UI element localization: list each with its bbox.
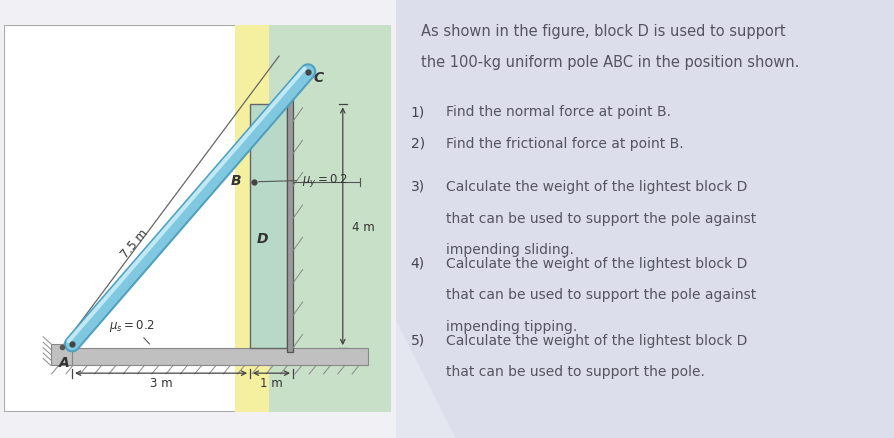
Bar <box>51 344 72 366</box>
Text: Find the normal force at point B.: Find the normal force at point B. <box>445 105 670 119</box>
Text: that can be used to support the pole against: that can be used to support the pole aga… <box>445 288 755 302</box>
Bar <box>249 105 286 348</box>
Bar <box>269 26 391 412</box>
Text: As shown in the figure, block D is used to support: As shown in the figure, block D is used … <box>420 24 784 39</box>
Bar <box>234 26 269 412</box>
Text: Calculate the weight of the lightest block D: Calculate the weight of the lightest blo… <box>445 333 746 347</box>
Text: 4): 4) <box>410 256 425 270</box>
Text: the 100-kg uniform pole ABC in the position shown.: the 100-kg uniform pole ABC in the posit… <box>420 55 798 70</box>
Text: 4 m: 4 m <box>352 220 375 233</box>
Bar <box>286 94 292 352</box>
Text: 1 m: 1 m <box>260 376 283 389</box>
Text: Calculate the weight of the lightest block D: Calculate the weight of the lightest blo… <box>445 180 746 194</box>
Polygon shape <box>355 0 894 438</box>
Text: 2): 2) <box>410 137 425 151</box>
Text: that can be used to support the pole against: that can be used to support the pole aga… <box>445 211 755 225</box>
Text: 7.5 m: 7.5 m <box>119 227 151 261</box>
Text: Calculate the weight of the lightest block D: Calculate the weight of the lightest blo… <box>445 256 746 270</box>
Text: 3): 3) <box>410 180 425 194</box>
Text: impending sliding.: impending sliding. <box>445 243 573 257</box>
Bar <box>58 348 367 366</box>
Text: Find the frictional force at point B.: Find the frictional force at point B. <box>445 137 682 151</box>
Text: A: A <box>59 355 70 369</box>
Text: $\mu_y = 0.2$: $\mu_y = 0.2$ <box>258 172 348 189</box>
Text: 1): 1) <box>410 105 425 119</box>
Text: 5): 5) <box>410 333 425 347</box>
Text: $\mu_s = 0.2$: $\mu_s = 0.2$ <box>109 317 155 344</box>
Text: D: D <box>257 231 268 245</box>
Text: 3 m: 3 m <box>149 376 173 389</box>
Text: C: C <box>314 71 324 85</box>
Text: impending tipping.: impending tipping. <box>445 319 576 333</box>
Text: B: B <box>231 173 240 187</box>
Text: that can be used to support the pole.: that can be used to support the pole. <box>445 364 704 378</box>
